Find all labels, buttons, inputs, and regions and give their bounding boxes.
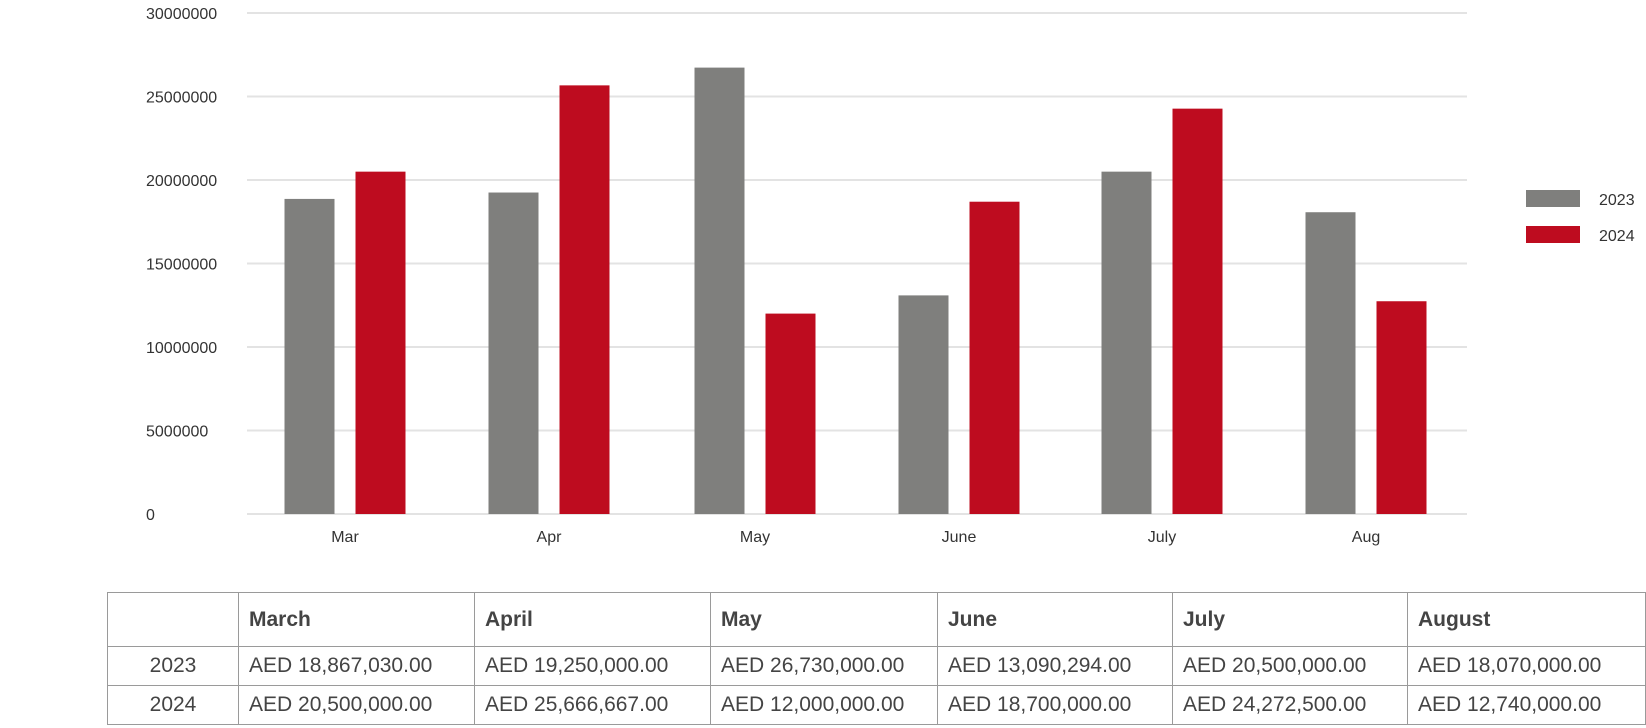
bar-2023-may	[694, 67, 745, 514]
legend-label-2024: 2024	[1599, 228, 1635, 245]
y-tick-label: 10000000	[146, 340, 217, 357]
x-tick-label: May	[740, 529, 770, 546]
table-cell: AED 18,867,030.00	[238, 646, 475, 686]
x-tick-label: Aug	[1352, 529, 1380, 546]
bar-2023-july	[1101, 171, 1152, 514]
table-cell: AED 20,500,000.00	[238, 685, 475, 725]
bar-2024-aug	[1376, 301, 1427, 514]
table-header-month: June	[937, 592, 1173, 647]
table-header-row: March April May June July August	[107, 592, 1646, 647]
bar-2023-aug	[1305, 212, 1356, 514]
table-header-month: April	[474, 592, 711, 647]
table-cell: AED 20,500,000.00	[1172, 646, 1408, 686]
x-tick-label: Apr	[537, 529, 563, 546]
x-tick-label: July	[1148, 529, 1176, 546]
legend-swatch-2023	[1526, 190, 1580, 207]
x-tick-label: Mar	[331, 529, 359, 546]
y-tick-label: 0	[146, 507, 155, 524]
bar-2024-july	[1172, 108, 1223, 515]
legend-label-2023: 2023	[1599, 192, 1635, 209]
table-cell: AED 26,730,000.00	[710, 646, 938, 686]
bar-chart: 30000000 25000000 20000000 15000000 10000000…	[146, 6, 1635, 546]
table-header-empty	[107, 592, 239, 647]
bar-2023-apr	[488, 192, 539, 514]
y-axis: 30000000 25000000 20000000 15000000 10000000…	[146, 6, 217, 524]
bars	[284, 67, 1427, 515]
table-cell: AED 12,740,000.00	[1407, 685, 1646, 725]
grid-lines	[247, 12, 1467, 515]
y-tick-label: 15000000	[146, 257, 217, 274]
y-tick-label: 25000000	[146, 90, 217, 107]
bar-2024-june	[969, 201, 1020, 514]
table-cell: AED 25,666,667.00	[474, 685, 711, 725]
data-table: March April May June July August 2023 AE…	[107, 592, 1646, 725]
table-row-year: 2024	[107, 685, 239, 725]
table-header-month: May	[710, 592, 938, 647]
table-header-month: July	[1172, 592, 1408, 647]
table-cell: AED 18,070,000.00	[1407, 646, 1646, 686]
legend: 2023 2024	[1526, 190, 1635, 245]
table-row-year: 2023	[107, 646, 239, 686]
y-tick-label: 30000000	[146, 6, 217, 23]
bar-2024-mar	[355, 171, 406, 514]
table-cell: AED 13,090,294.00	[937, 646, 1173, 686]
table-row: 2023 AED 18,867,030.00 AED 19,250,000.00…	[107, 646, 1646, 686]
table-header-month: August	[1407, 592, 1646, 647]
bar-2023-mar	[284, 198, 335, 514]
legend-swatch-2024	[1526, 226, 1580, 243]
bar-2024-apr	[559, 85, 610, 514]
table-cell: AED 18,700,000.00	[937, 685, 1173, 725]
table-cell: AED 24,272,500.00	[1172, 685, 1408, 725]
table-cell: AED 12,000,000.00	[710, 685, 938, 725]
y-tick-label: 5000000	[146, 424, 208, 441]
y-tick-label: 20000000	[146, 173, 217, 190]
table-cell: AED 19,250,000.00	[474, 646, 711, 686]
table-header-month: March	[238, 592, 475, 647]
x-tick-label: June	[942, 529, 977, 546]
x-axis: Mar Apr May June July Aug	[331, 529, 1380, 546]
table-row: 2024 AED 20,500,000.00 AED 25,666,667.00…	[107, 685, 1646, 725]
bar-2023-june	[898, 295, 949, 514]
bar-2024-may	[765, 313, 816, 514]
